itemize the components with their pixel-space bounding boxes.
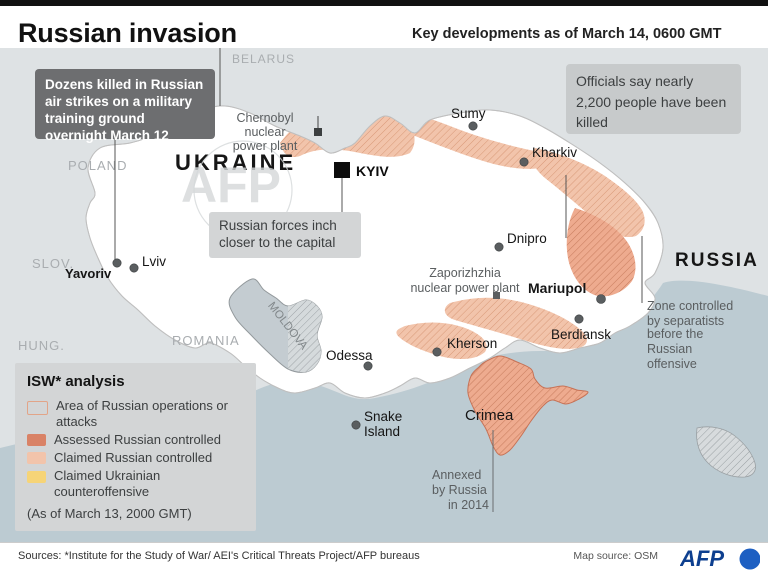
svg-text:Mariupol: Mariupol [528, 280, 586, 296]
svg-text:Kherson: Kherson [447, 336, 497, 351]
svg-text:Dnipro: Dnipro [507, 231, 547, 246]
svg-text:in 2014: in 2014 [448, 498, 489, 512]
svg-text:Crimea: Crimea [465, 407, 514, 424]
svg-text:Berdiansk: Berdiansk [551, 327, 611, 342]
svg-text:ROMANIA: ROMANIA [172, 333, 240, 348]
svg-text:nuclear power plant: nuclear power plant [410, 281, 520, 295]
svg-text:offensive: offensive [647, 357, 697, 371]
svg-text:before the: before the [647, 327, 703, 341]
svg-text:nuclear: nuclear [245, 125, 286, 139]
svg-text:Kharkiv: Kharkiv [532, 145, 577, 160]
svg-text:POLAND: POLAND [68, 158, 127, 173]
svg-text:Russian: Russian [647, 342, 692, 356]
svg-text:KYIV: KYIV [356, 163, 389, 179]
svg-text:HUNG.: HUNG. [18, 338, 65, 353]
svg-text:power plant: power plant [233, 139, 298, 153]
svg-text:Lviv: Lviv [142, 254, 166, 269]
svg-text:Yavoriv: Yavoriv [65, 266, 112, 281]
svg-text:Annexed: Annexed [432, 468, 481, 482]
svg-text:AFP: AFP [680, 546, 724, 571]
svg-text:Sumy: Sumy [451, 106, 486, 121]
svg-text:by separatists: by separatists [647, 314, 724, 328]
svg-text:Island: Island [364, 424, 400, 439]
svg-text:Zaporizhzhia: Zaporizhzhia [429, 266, 501, 280]
svg-text:by Russia: by Russia [432, 483, 487, 497]
svg-text:Chernobyl: Chernobyl [237, 111, 294, 125]
svg-text:Snake: Snake [364, 409, 402, 424]
svg-text:Zone controlled: Zone controlled [647, 299, 733, 313]
svg-text:RUSSIA: RUSSIA [675, 250, 759, 271]
svg-text:BELARUS: BELARUS [232, 52, 295, 66]
svg-text:Odessa: Odessa [326, 348, 373, 363]
